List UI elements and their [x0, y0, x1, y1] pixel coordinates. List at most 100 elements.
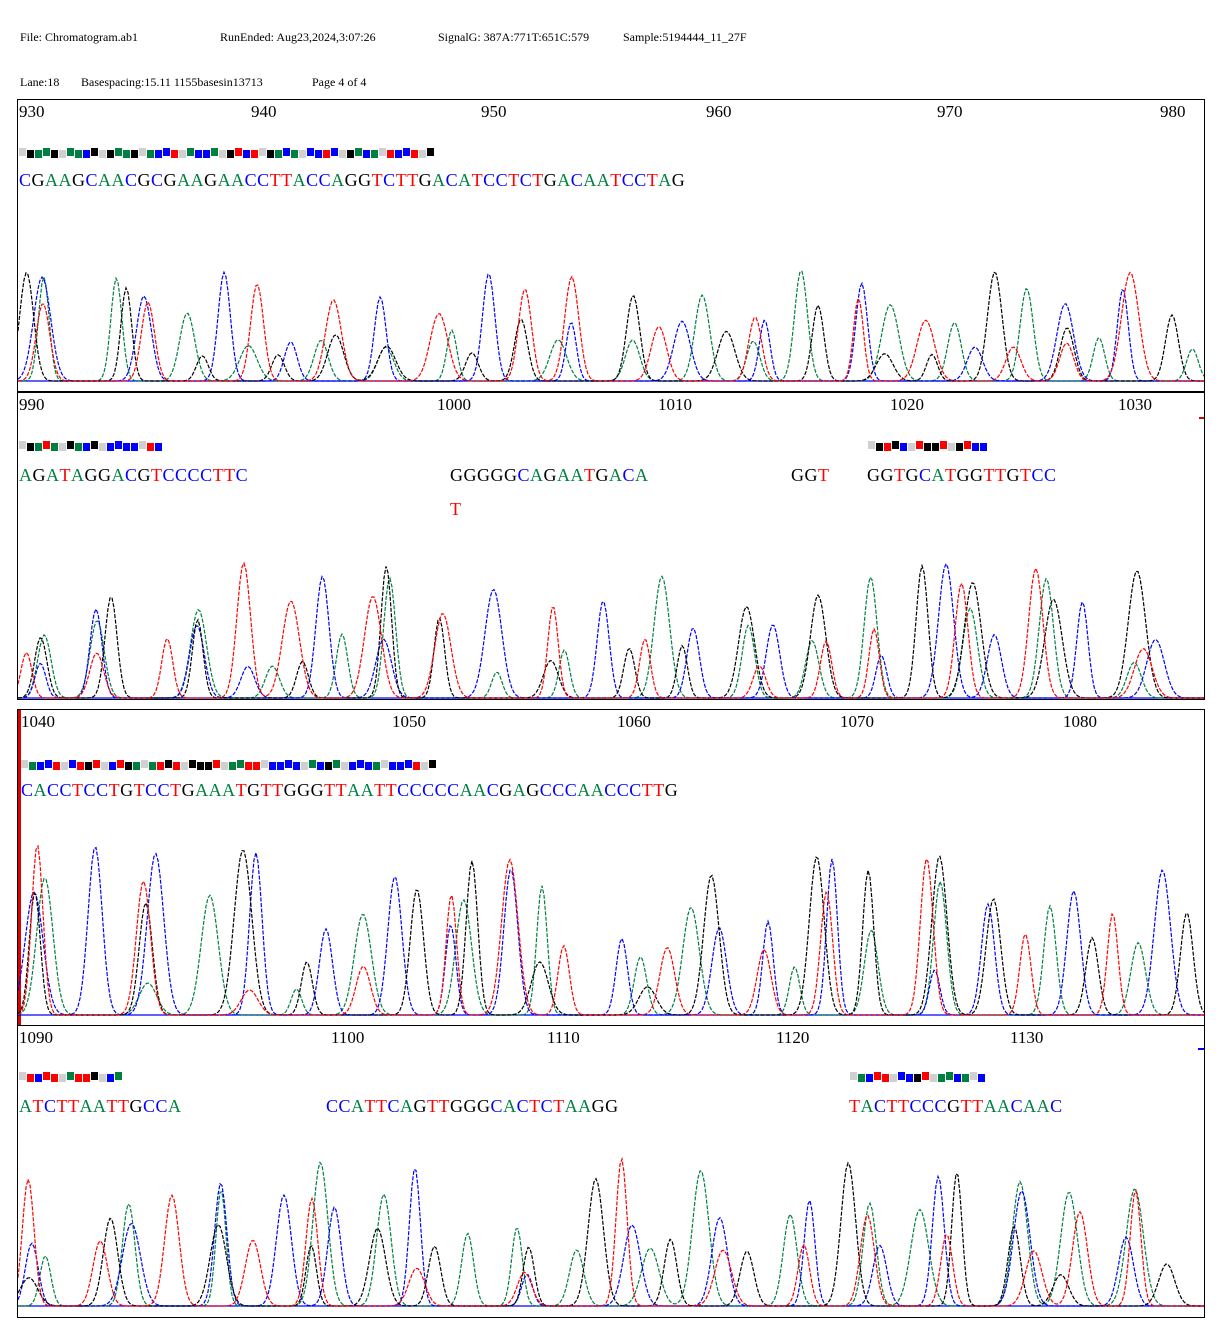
quality-block [243, 150, 250, 158]
base-call: C [490, 1096, 504, 1116]
base-call: T [133, 780, 146, 800]
base-call: C [483, 170, 496, 190]
quality-block [349, 762, 356, 770]
base-call: T [235, 780, 248, 800]
quality-block [139, 441, 146, 449]
quality-block [900, 443, 907, 451]
base-call: A [351, 1096, 365, 1116]
quality-block [53, 762, 60, 770]
base-call: C [1010, 1096, 1024, 1116]
quality-block [203, 150, 210, 158]
quality-block [19, 441, 26, 449]
quality-block [27, 443, 34, 451]
base-call: T [1020, 465, 1032, 485]
base-call: A [111, 170, 126, 190]
base-calls: GGT [791, 465, 830, 486]
base-call: C [318, 170, 332, 190]
base-call: A [983, 1096, 998, 1116]
base-call: A [177, 170, 191, 190]
base-call: A [190, 170, 205, 190]
base-call: A [583, 170, 597, 190]
quality-block [21, 760, 28, 768]
cursor-line[interactable] [18, 710, 21, 1025]
lane: Lane:18 [20, 75, 60, 89]
base-call: C [96, 780, 109, 800]
chromatogram-panel-4: 1090 1100 1110 1120 1130 ATCTTAATTGCCA C… [17, 1026, 1205, 1318]
quality-block [245, 762, 252, 770]
quality-block [341, 762, 348, 770]
quality-block [956, 443, 963, 451]
sample-id: Sample:5194444_11_27F [623, 30, 747, 44]
base-call: T [371, 170, 384, 190]
trace-c [18, 1168, 1204, 1307]
quality-block [107, 1074, 114, 1082]
position-tick: 1100 [331, 1028, 365, 1047]
base-call: A [860, 1096, 874, 1116]
base-call: C [919, 465, 932, 485]
trace-a [18, 270, 1204, 382]
base-call: C [909, 1096, 923, 1116]
quality-block [940, 441, 947, 449]
quality-block [83, 1074, 90, 1082]
base-call: T [849, 1096, 861, 1116]
quality-block [85, 762, 92, 770]
base-call: C [125, 170, 138, 190]
base-call: G [181, 780, 196, 800]
position-tick: 1050 [392, 712, 426, 731]
quality-block [51, 1074, 58, 1082]
base-call: C [338, 1096, 352, 1116]
quality-block [109, 762, 116, 770]
quality-block [948, 443, 955, 451]
base-call: T [364, 1096, 377, 1116]
base-call: A [503, 1096, 517, 1116]
base-calls: GGTGCATGGTTGTCC [867, 465, 1057, 486]
quality-block [211, 148, 218, 156]
base-call: T [260, 780, 273, 800]
base-calls: GGGGGCAGAATGACA [450, 465, 649, 486]
position-tick: 1010 [658, 395, 692, 414]
quality-block [51, 150, 58, 158]
quality-block [51, 443, 58, 451]
base-call: G [358, 170, 372, 190]
base-call: C [922, 1096, 935, 1116]
position-marker [1199, 417, 1204, 419]
base-call: C [162, 465, 176, 485]
alternate-base-call: T [450, 499, 461, 519]
quality-block [147, 443, 154, 451]
quality-block [43, 148, 50, 156]
quality-block [83, 150, 90, 158]
base-call: C [540, 1096, 554, 1116]
quality-block [123, 443, 130, 451]
base-call: T [646, 170, 659, 190]
base-call: C [19, 170, 32, 190]
quality-block [213, 760, 220, 768]
base-call: A [997, 1096, 1011, 1116]
base-call: C [616, 780, 630, 800]
quality-block [117, 760, 124, 768]
base-call: A [1023, 1096, 1037, 1116]
base-call: A [71, 465, 85, 485]
base-call: G [804, 465, 818, 485]
quality-block [413, 762, 420, 770]
quality-block [123, 150, 130, 158]
quality-block [421, 762, 428, 770]
position-tick: 1090 [19, 1028, 53, 1047]
base-call: C [570, 170, 584, 190]
quality-bar [850, 1072, 986, 1082]
quality-block [954, 1074, 961, 1082]
position-tick: 1030 [1118, 395, 1152, 414]
base-call: T [281, 170, 293, 190]
base-call: T [945, 465, 957, 485]
quality-block [67, 441, 74, 449]
base-call: G [31, 170, 46, 190]
position-tick: 930 [19, 102, 45, 121]
trace-t [18, 844, 1204, 1016]
base-call: T [151, 465, 163, 485]
quality-block [962, 1074, 969, 1082]
base-call: G [956, 465, 971, 485]
base-call: A [658, 170, 672, 190]
quality-block [365, 762, 372, 770]
base-call: A [46, 465, 60, 485]
base-call: C [397, 780, 410, 800]
quality-block [27, 150, 34, 158]
